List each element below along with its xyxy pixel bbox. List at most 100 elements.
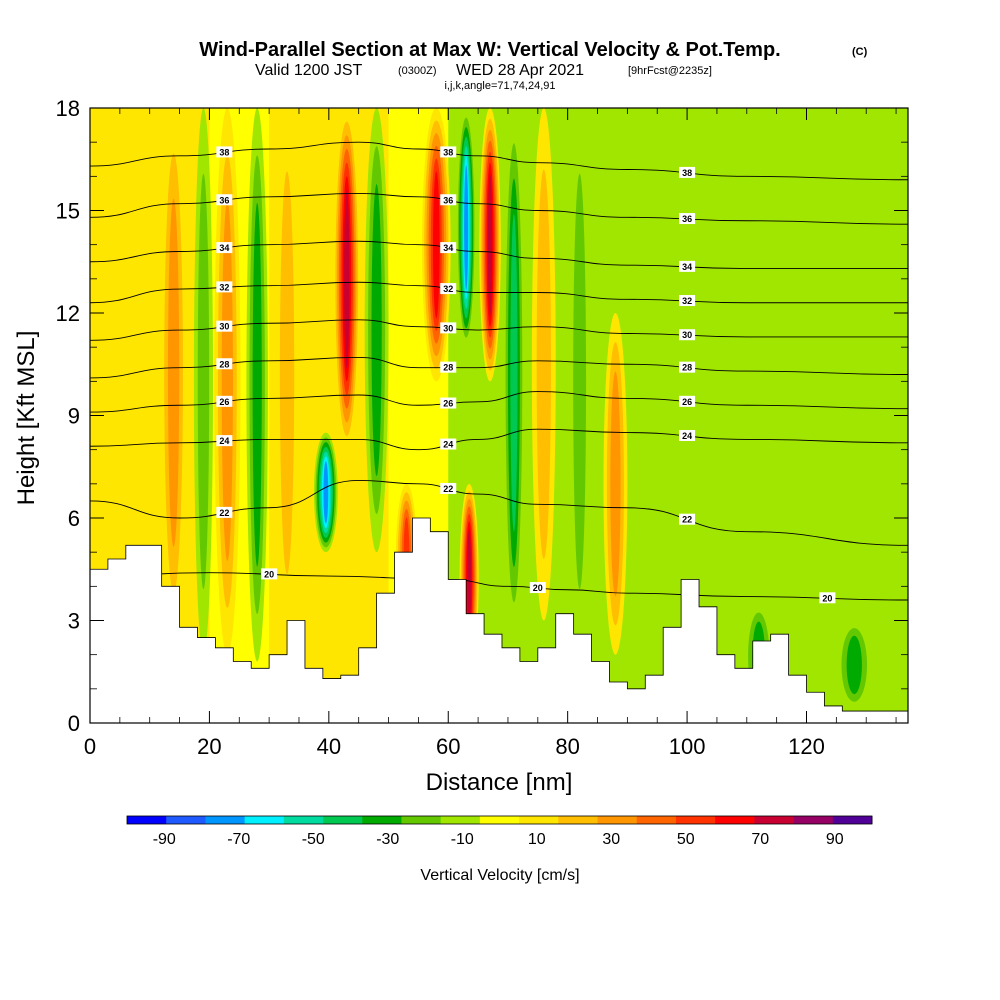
colorbar-tick-label: -70 <box>227 831 250 848</box>
theta-contour-label: 26 <box>219 397 229 407</box>
theta-label-bg <box>440 482 457 494</box>
chart-subtitle-valid: Valid 1200 JST <box>255 62 363 79</box>
theta-contour-label: 24 <box>443 440 453 450</box>
colorbar-tick-label: 50 <box>677 831 695 848</box>
theta-label-bg <box>216 194 233 206</box>
colorbar-tick-label: 30 <box>602 831 620 848</box>
velocity-cell <box>536 169 551 559</box>
x-axis-label: Distance [nm] <box>426 769 573 796</box>
colorbar-swatch <box>519 816 559 824</box>
theta-contour-label: 22 <box>682 515 692 525</box>
colorbar-swatch <box>244 816 285 824</box>
colorbar-swatch <box>283 816 324 824</box>
colorbar-swatch <box>675 816 716 824</box>
theta-contour-label: 36 <box>443 195 453 205</box>
theta-label-bg <box>679 361 696 373</box>
theta-label-bg <box>440 361 457 373</box>
colorbar-tick-label: -90 <box>153 831 176 848</box>
y-tick-label: 6 <box>68 506 80 531</box>
colorbar-tick-label: 70 <box>751 831 769 848</box>
chart-subtitle-forecast: [9hrFcst@2235z] <box>628 65 712 77</box>
theta-contour-label: 30 <box>682 330 692 340</box>
theta-contour-label: 24 <box>219 436 229 446</box>
theta-label-bg <box>529 582 546 594</box>
chart-title: Wind-Parallel Section at Max W: Vertical… <box>199 39 780 61</box>
theta-contour-line <box>90 572 908 601</box>
colorbar-swatch <box>362 816 402 824</box>
x-tick-label: 120 <box>788 734 825 759</box>
terrain <box>90 517 908 723</box>
colorbar: -90 -70 -50 -30 -10 10 30 50 70 90 <box>126 815 873 848</box>
chart-indices: i,j,k,angle=71,74,24,91 <box>444 80 555 92</box>
copyright-mark: (C) <box>852 46 868 58</box>
theta-label-bg <box>216 506 233 518</box>
colorbar-tick-label: 90 <box>826 831 844 848</box>
theta-label-bg <box>216 242 233 254</box>
colorbar-swatch <box>166 816 206 824</box>
colorbar-label: Vertical Velocity [cm/s] <box>420 867 579 884</box>
x-tick-label: 60 <box>436 734 460 759</box>
colorbar-swatch <box>127 816 167 824</box>
theta-contour-label: 30 <box>443 323 453 333</box>
colorbar-swatch <box>715 816 755 824</box>
theta-label-bg <box>261 568 278 580</box>
theta-contours: 20 20 20 22 22 22 24 24 24 26 26 26 28 28 28 30 30 30 32 32… <box>90 141 908 604</box>
theta-contour-label: 24 <box>682 431 692 441</box>
velocity-cell <box>323 461 329 524</box>
colorbar-swatch <box>479 816 520 824</box>
theta-label-bg <box>440 146 457 158</box>
theta-label-bg <box>440 242 457 254</box>
velocity-cell <box>197 173 210 590</box>
theta-label-bg <box>440 322 457 334</box>
colorbar-tick-label: -50 <box>302 831 325 848</box>
theta-contour-label: 26 <box>443 399 453 409</box>
y-axis-label: Height [Kft MSL] <box>13 331 40 506</box>
theta-label-bg <box>679 395 696 407</box>
theta-label-bg <box>216 358 233 370</box>
theta-contour-label: 34 <box>219 243 229 253</box>
terrain-mask <box>90 517 908 723</box>
theta-contour-label: 38 <box>219 147 229 157</box>
x-tick-label: 20 <box>197 734 221 759</box>
colorbar-swatch <box>597 816 638 824</box>
velocity-cell <box>487 173 493 316</box>
theta-label-bg <box>679 295 696 307</box>
theta-label-bg <box>216 281 233 293</box>
colorbar-swatch <box>793 816 834 824</box>
colorbar-swatch <box>754 816 795 824</box>
theta-label-bg <box>216 146 233 158</box>
x-tick-label: 100 <box>669 734 706 759</box>
y-tick-label: 9 <box>68 404 80 429</box>
theta-label-bg <box>679 513 696 525</box>
velocity-field <box>90 108 908 723</box>
plot-area: 20 20 20 22 22 22 24 24 24 26 26 26 28 28 28 30 30 30 32 32… <box>89 107 909 724</box>
velocity-cell <box>846 635 862 695</box>
theta-label-bg <box>679 166 696 178</box>
chart-subtitle-utc: (0300Z) <box>398 65 437 77</box>
theta-contour-label: 22 <box>219 508 229 518</box>
velocity-cell <box>371 184 382 477</box>
y-tick-label: 15 <box>56 199 80 224</box>
theta-label-bg <box>440 194 457 206</box>
theta-label-bg <box>216 435 233 447</box>
colorbar-tick-label: -10 <box>451 831 474 848</box>
theta-contour-label: 38 <box>682 168 692 178</box>
velocity-cell <box>167 198 180 547</box>
colorbar-tick-label: -30 <box>376 831 399 848</box>
colorbar-tick-label: 10 <box>528 831 546 848</box>
colorbar-swatch <box>440 816 481 824</box>
field-column <box>627 108 689 723</box>
theta-label-bg <box>216 320 233 332</box>
theta-contour-label: 34 <box>682 262 692 272</box>
theta-contour-label: 28 <box>443 363 453 373</box>
theta-contour-label: 32 <box>682 296 692 306</box>
colorbar-swatch <box>205 816 246 824</box>
y-tick-label: 3 <box>68 609 80 634</box>
theta-label-bg <box>679 213 696 225</box>
theta-label-bg <box>440 438 457 450</box>
theta-contour-label: 36 <box>219 195 229 205</box>
colorbar-swatch <box>558 816 599 824</box>
chart-subtitle-date: WED 28 Apr 2021 <box>456 62 584 79</box>
